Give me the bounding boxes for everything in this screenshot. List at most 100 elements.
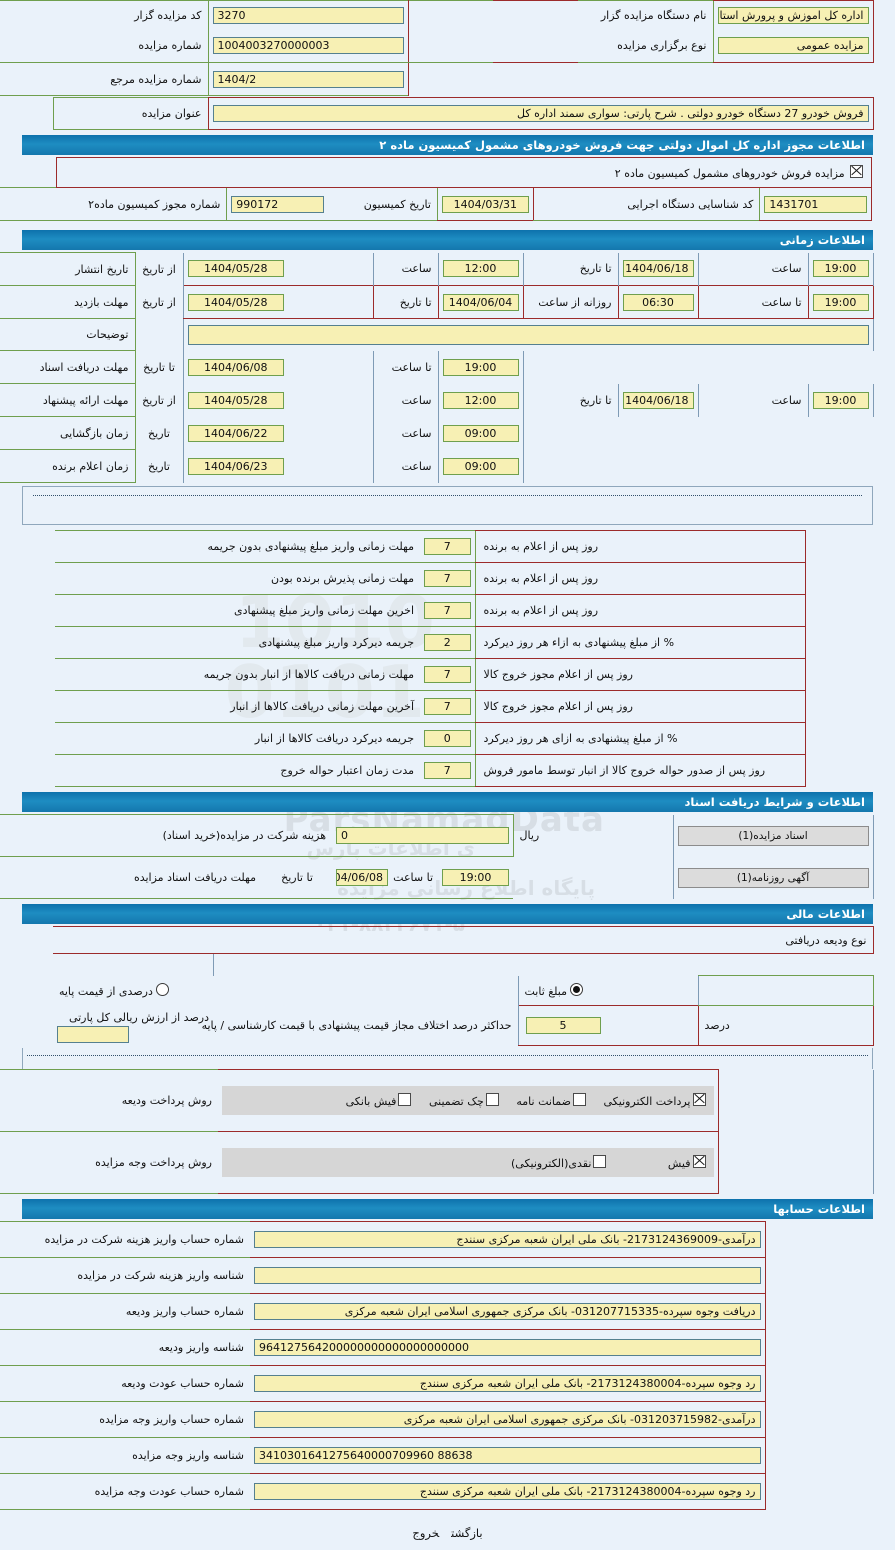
offer-from-date-input[interactable]: 1404/05/28: [187, 391, 284, 409]
offer-to-date-input[interactable]: 1404/06/18: [622, 391, 694, 409]
account-input-6[interactable]: 3410301641275640000709960 88638: [254, 1447, 761, 1464]
exit-link[interactable]: خروج: [412, 1526, 440, 1540]
docs-deadline-time-input[interactable]: 19:00: [442, 358, 519, 376]
publish-time-input[interactable]: 12:00: [442, 260, 519, 278]
deadline-value-input-7[interactable]: 7: [424, 762, 471, 779]
docs-receipt-date-input[interactable]: 1404/06/08: [336, 869, 388, 886]
offer-end-time-input[interactable]: 19:00: [812, 391, 869, 409]
max-diff-input[interactable]: 5: [525, 1017, 601, 1034]
auction-cash-checkbox[interactable]: [593, 1155, 607, 1168]
winner-time-cell: 09:00: [437, 449, 524, 483]
percent-of-base-option[interactable]: درصدی از قیمت پایه: [53, 976, 213, 1006]
account-value-cell-7: رد وجوه سپرده-2173124380004- بانک ملی ای…: [250, 1473, 766, 1510]
docs-deadline-date-input[interactable]: 1404/06/08: [187, 358, 284, 376]
account-input-7[interactable]: رد وجوه سپرده-2173124380004- بانک ملی ای…: [254, 1483, 761, 1500]
newspaper-ad-button[interactable]: آگهی روزنامه(1): [677, 867, 869, 888]
table-row: نوع ودیعه دریافتی: [0, 926, 895, 954]
auction-documents-button[interactable]: اسناد مزایده(1): [677, 825, 869, 846]
permit-table: مزایده فروش خودروهای مشمول کمیسیون ماده …: [0, 157, 895, 221]
auction-type-input[interactable]: مزایده عمومی: [717, 37, 869, 55]
deposit-option-guarantee[interactable]: ضمانت نامه: [516, 1093, 586, 1108]
visit-end-time-input[interactable]: 19:00: [812, 293, 869, 311]
open-date-label: تاریخ: [135, 416, 184, 450]
spacer-cell: [213, 954, 518, 976]
auction-number-input[interactable]: 1004003270000003: [212, 37, 404, 55]
deposit-bankslip-label: فیش بانکی: [345, 1095, 397, 1108]
publish-time-label: ساعت: [373, 252, 439, 286]
time-section-header: اطلاعات زمانی: [22, 230, 873, 250]
deadline-value-input-1[interactable]: 7: [424, 570, 471, 587]
deposit-guarantee-checkbox[interactable]: [573, 1093, 586, 1106]
back-link[interactable]: بازگشت: [451, 1526, 483, 1540]
deadline-value-input-5[interactable]: 7: [424, 698, 471, 715]
deposit-bankslip-checkbox[interactable]: [398, 1093, 412, 1106]
deposit-electronic-checkbox[interactable]: [692, 1093, 706, 1106]
visit-from-date-input[interactable]: 1404/05/28: [187, 293, 284, 311]
table-row: شناسه واریز هزینه شرکت در مزایده: [0, 1257, 895, 1294]
agency-name-input[interactable]: اداره کل اموزش و پرورش استا: [717, 6, 869, 24]
visit-to-date-input[interactable]: 1404/06/04: [442, 293, 519, 311]
publish-end-time-input[interactable]: 19:00: [812, 260, 869, 278]
permit-checkbox[interactable]: [850, 165, 864, 178]
account-label-7: شماره حساب عودت وجه مزایده: [45, 1473, 250, 1510]
deadline-value-input-4[interactable]: 7: [424, 666, 471, 683]
table-row: دریافت وجوه سپرده-031207715335- بانک مرک…: [0, 1293, 895, 1330]
publish-from-date-input[interactable]: 1404/05/28: [187, 260, 284, 278]
fixed-amount-option[interactable]: مبلغ ثابت: [518, 975, 699, 1006]
visit-daily-from-input[interactable]: 06:30: [622, 293, 694, 311]
account-input-3[interactable]: 964127564200000000000000000000: [254, 1339, 761, 1356]
account-input-1[interactable]: [254, 1267, 761, 1284]
deposit-check-checkbox[interactable]: [485, 1093, 499, 1106]
row-pad-right: [0, 976, 53, 1006]
auction-slip-checkbox[interactable]: [692, 1155, 706, 1168]
row-pad-left: [805, 627, 895, 659]
deposit-option-check[interactable]: چک تضمینی: [429, 1093, 499, 1108]
row-pad-left: [873, 1006, 895, 1046]
row-pad-left: [873, 63, 895, 96]
auction-option-cash[interactable]: نقدی(الکترونیکی): [511, 1155, 607, 1170]
spacer-cell: [523, 351, 618, 384]
notes-input[interactable]: [187, 324, 869, 345]
opening-date-input[interactable]: 1404/06/22: [187, 424, 284, 442]
publish-to-date-input[interactable]: 1404/06/18: [622, 260, 694, 278]
auctioneer-code-input[interactable]: 3270: [212, 6, 404, 24]
opening-label: زمان بازگشایی: [47, 416, 136, 450]
percent-total-input[interactable]: [56, 1025, 129, 1043]
ref-auction-number-input[interactable]: 1404/2: [212, 70, 404, 88]
row-pad-left: [873, 319, 895, 351]
row-pad-left: [873, 450, 895, 483]
permit-number-input[interactable]: 990172: [231, 195, 324, 213]
participation-fee-input[interactable]: 0: [336, 827, 509, 844]
deposit-option-bankslip[interactable]: فیش بانکی: [346, 1093, 412, 1108]
deadline-value-input-2[interactable]: 7: [424, 602, 471, 619]
fixed-amount-radio[interactable]: [569, 982, 583, 996]
docs-receipt-time-input[interactable]: 19:00: [442, 869, 509, 886]
account-input-5[interactable]: درآمدی-031203715982- بانک مرکزی جمهوری ا…: [254, 1411, 761, 1428]
deadline-value-input-0[interactable]: 7: [424, 538, 471, 555]
account-input-4[interactable]: رد وجوه سپرده-2173124380004- بانک ملی ای…: [254, 1375, 761, 1392]
auction-title-input[interactable]: فروش خودرو 27 دستگاه خودرو دولتی . شرح پ…: [212, 105, 869, 122]
percent-of-base-radio[interactable]: [155, 983, 169, 996]
account-input-0[interactable]: درآمدی-2173124369009- بانک ملی ایران شعب…: [254, 1231, 761, 1248]
winner-time-input[interactable]: 09:00: [442, 457, 519, 475]
account-value-cell-2: دریافت وجوه سپرده-031207715335- بانک مرک…: [250, 1293, 766, 1330]
offer-time-cell: 12:00: [438, 383, 524, 417]
winner-date-input[interactable]: 1404/06/23: [187, 457, 284, 475]
row-pad-left: [805, 691, 895, 723]
ref-number-cell: 1404/2: [208, 62, 408, 96]
deposit-option-electronic[interactable]: پرداخت الکترونیکی: [604, 1093, 706, 1108]
deadline-value-input-3[interactable]: 2: [424, 634, 471, 651]
offer-time-input[interactable]: 12:00: [442, 391, 519, 409]
account-input-2[interactable]: دریافت وجوه سپرده-031207715335- بانک مرک…: [254, 1303, 761, 1320]
percent-total-cell: درصد از ارزش ریالی کل پارتی: [53, 1006, 213, 1046]
deadline-value-input-6[interactable]: 0: [424, 730, 471, 747]
newspaper-button-cell: آگهی روزنامه(1): [673, 856, 874, 899]
opening-time-input[interactable]: 09:00: [442, 424, 519, 442]
commission-date-input[interactable]: 1404/03/31: [441, 195, 529, 213]
row-pad-right: [0, 1257, 45, 1294]
permit-section-header: اطلاعات مجوز اداره کل اموال دولتی جهت فر…: [22, 135, 873, 155]
table-row: درآمدی-031203715982- بانک مرکزی جمهوری ا…: [0, 1401, 895, 1438]
auction-option-slip[interactable]: فیش: [668, 1155, 706, 1170]
agency-identification-code-input[interactable]: 1431701: [764, 195, 868, 213]
row-pad-left: [872, 158, 895, 188]
